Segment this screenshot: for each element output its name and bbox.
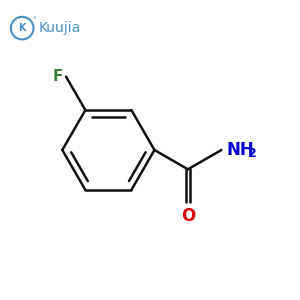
Text: Kuujia: Kuujia bbox=[38, 21, 81, 35]
Text: °: ° bbox=[32, 17, 36, 23]
Text: O: O bbox=[181, 207, 195, 225]
Text: NH: NH bbox=[226, 141, 254, 159]
Text: K: K bbox=[18, 23, 26, 33]
Text: 2: 2 bbox=[248, 147, 256, 160]
Text: F: F bbox=[53, 69, 63, 84]
